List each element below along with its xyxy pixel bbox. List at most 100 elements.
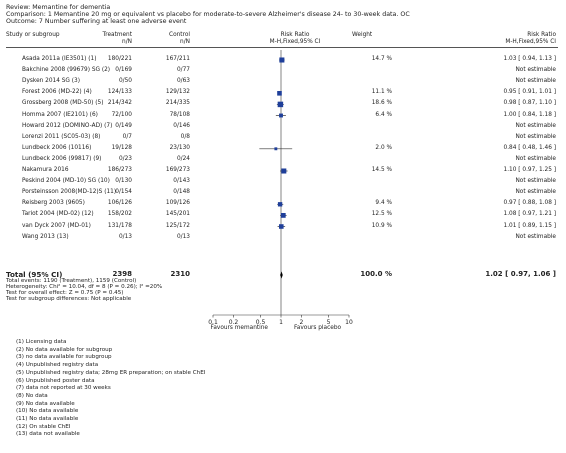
review-title: Review: Memantine for dementia <box>6 4 111 11</box>
col-treatment: Treatment <box>102 32 133 38</box>
footnote: (12) On stable ChEI <box>16 423 71 430</box>
study-rr: Not estimable <box>515 67 556 74</box>
study-name: Porsteinsson 2008(MD-12)S (11) <box>22 189 117 196</box>
total-label: Total (95% CI) <box>6 270 63 279</box>
study-rr: 1.08 [ 0.97, 1.21 ] <box>503 211 556 218</box>
study-control: 125/172 <box>165 222 190 229</box>
study-weight: 14.5 % <box>371 167 392 173</box>
col-control: Control <box>169 32 190 38</box>
footnote: (11) No data available <box>16 416 79 422</box>
study-name: Forest 2006 (MD-22) (4) <box>22 89 92 96</box>
study-name: Peskind 2004 (MD-10) SG (10) <box>22 178 110 185</box>
study-rr: 1.01 [ 0.89, 1.15 ] <box>503 222 556 229</box>
study-control: 109/126 <box>165 200 190 207</box>
study-name: Lorenzi 2011 (SC05-03) (8) <box>22 133 101 140</box>
study-marker <box>279 57 285 63</box>
study-control: 0/148 <box>173 189 190 196</box>
study-name: Asada 2011a (IE3501) (1) <box>22 56 97 62</box>
study-rr: 1.10 [ 0.97, 1.25 ] <box>503 167 556 173</box>
study-control: 0/143 <box>173 178 190 185</box>
col-rr-sub: M-H,Fixed,95% CI <box>269 39 321 45</box>
study-marker <box>279 113 283 118</box>
study-control: 214/335 <box>165 100 190 107</box>
stats-overall-effect: Test for overall effect: Z = 0.75 (P = 0… <box>6 290 124 296</box>
study-marker <box>274 147 278 151</box>
study-weight: 6.4 % <box>375 111 392 118</box>
study-control: 129/132 <box>165 89 190 96</box>
footnote: (8) No data <box>16 392 48 399</box>
col-rr2: Risk Ratio <box>527 32 556 38</box>
footnote: (3) no data available for subgroup <box>16 354 112 361</box>
study-weight: 11.1 % <box>371 89 392 96</box>
study-control: 145/201 <box>165 211 190 218</box>
study-control: 0/13 <box>176 233 190 240</box>
comparison-title: Comparison: 1 Memantine 20 mg or equival… <box>6 11 410 18</box>
col-rr: Risk Ratio <box>280 32 310 38</box>
study-marker <box>280 213 286 218</box>
study-treatment: 0/23 <box>118 155 132 162</box>
total-control: 2310 <box>170 270 190 278</box>
study-treatment: 124/133 <box>107 89 132 96</box>
study-weight: 9.4 % <box>375 200 392 207</box>
study-control: 167/211 <box>165 56 190 62</box>
x-tick-label: 10 <box>345 319 353 326</box>
study-treatment: 0/50 <box>118 78 132 85</box>
study-control: 78/108 <box>169 111 190 118</box>
study-name: Lundbeck 2006 (99817) (9) <box>22 155 102 162</box>
study-name: Nakamura 2016 <box>22 167 69 173</box>
col-study: Study or subgroup <box>6 32 60 38</box>
stats-events: Total events: 1190 (Treatment), 1159 (Co… <box>6 278 137 284</box>
favours-left-label: Favours memantine <box>210 325 268 331</box>
study-weight: 18.6 % <box>371 100 392 107</box>
study-marker <box>279 224 284 229</box>
study-rr: Not estimable <box>515 233 556 240</box>
footnote: (5) Unpublished registry data; 28mg ER p… <box>16 369 206 376</box>
x-tick-label: 1 <box>279 319 283 326</box>
study-rr: 0.98 [ 0.87, 1.10 ] <box>503 100 556 107</box>
col-control-sub: n/N <box>180 39 190 45</box>
study-rr: 0.84 [ 0.48, 1.46 ] <box>503 144 556 151</box>
study-rr: Not estimable <box>515 133 556 140</box>
study-treatment: 158/202 <box>107 211 132 218</box>
study-weight: 10.9 % <box>371 222 392 229</box>
study-name: Wang 2013 (13) <box>22 233 69 240</box>
footnote: (1) Licensing data <box>16 339 67 345</box>
study-name: Bakchine 2008 (99679) SG (2) <box>22 67 111 74</box>
study-weight: 2.0 % <box>375 144 392 151</box>
stats-subgroup: Test for subgroup differences: Not appli… <box>6 296 132 302</box>
study-control: 0/146 <box>173 122 190 129</box>
stats-heterogeneity: Heterogeneity: Chi² = 10.04, df = 8 (P =… <box>6 284 163 290</box>
header-rule <box>6 47 558 48</box>
study-rr: Not estimable <box>515 78 556 85</box>
study-name: van Dyck 2007 (MD-01) <box>22 222 91 229</box>
footnote: (13) data not available <box>16 431 80 438</box>
total-weight: 100.0 % <box>360 270 392 278</box>
x-tick-label: 0.5 <box>256 319 266 326</box>
study-treatment: 0/130 <box>115 178 132 185</box>
study-rr: 1.03 [ 0.94, 1.13 ] <box>503 56 556 62</box>
col-weight: Weight <box>352 32 373 38</box>
study-treatment: 0/7 <box>122 133 132 140</box>
study-rr: Not estimable <box>515 178 556 185</box>
total-diamond <box>280 271 283 279</box>
study-rr: 1.00 [ 0.84, 1.18 ] <box>503 111 556 118</box>
study-marker <box>277 101 284 108</box>
study-control: 23/130 <box>169 144 190 151</box>
footnote: (9) No data available <box>16 400 75 407</box>
footnote: (2) No data available for subgroup <box>16 346 113 353</box>
study-marker <box>277 202 283 207</box>
footnote: (6) Unpublished poster data <box>16 377 95 384</box>
x-tick-label: 0.2 <box>229 319 239 326</box>
study-treatment: 106/126 <box>107 200 132 207</box>
study-name: Dysken 2014 SG (3) <box>22 78 80 85</box>
x-tick-label: 0.1 <box>208 319 218 326</box>
study-rr: Not estimable <box>515 155 556 162</box>
study-treatment: 186/273 <box>107 167 132 173</box>
study-name: Grossberg 2008 (MD-50) (5) <box>22 100 104 107</box>
study-rr: Not estimable <box>515 122 556 129</box>
study-control: 0/8 <box>180 133 190 140</box>
study-treatment: 0/169 <box>115 67 132 74</box>
study-treatment: 0/154 <box>115 189 132 196</box>
study-treatment: 72/100 <box>111 111 132 118</box>
study-name: Howard 2012 (DOMINO-AD) (7) <box>22 122 113 129</box>
